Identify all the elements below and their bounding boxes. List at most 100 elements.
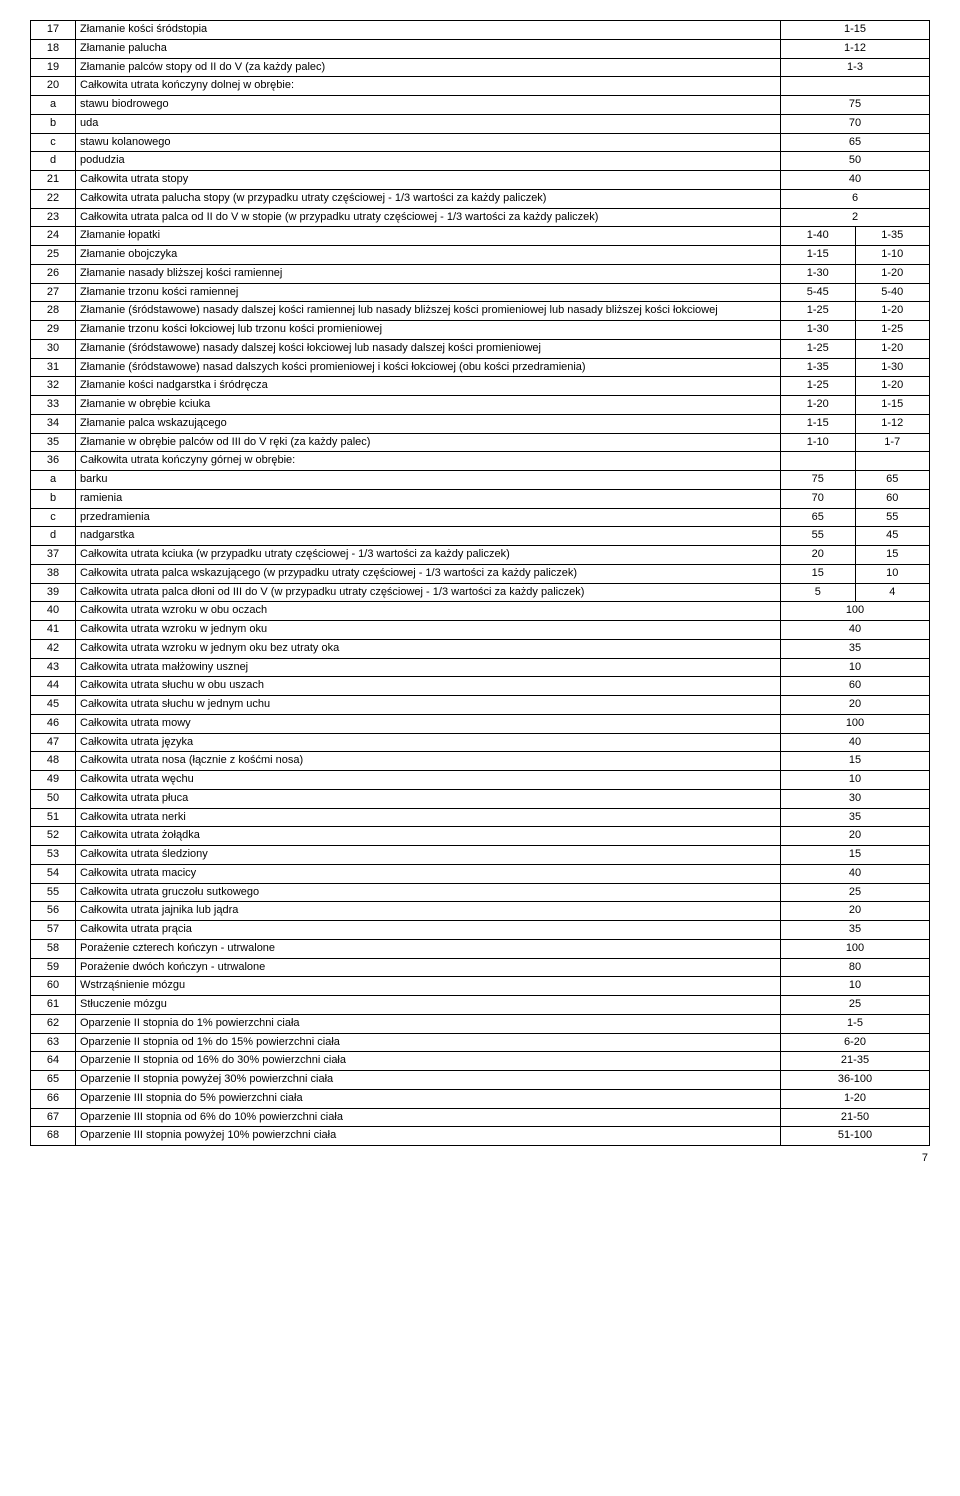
row-number: 26 bbox=[31, 264, 76, 283]
row-value-2: 1-25 bbox=[855, 321, 930, 340]
row-description: Całkowita utrata kończyny górnej w obręb… bbox=[76, 452, 781, 471]
row-number: 56 bbox=[31, 902, 76, 921]
row-value-1 bbox=[781, 452, 856, 471]
table-row: cprzedramienia6555 bbox=[31, 508, 930, 527]
row-number: 43 bbox=[31, 658, 76, 677]
row-number: 47 bbox=[31, 733, 76, 752]
table-row: 21Całkowita utrata stopy40 bbox=[31, 171, 930, 190]
table-row: 65Oparzenie II stopnia powyżej 30% powie… bbox=[31, 1071, 930, 1090]
row-number: c bbox=[31, 508, 76, 527]
row-value-1: 1-40 bbox=[781, 227, 856, 246]
row-value: 15 bbox=[781, 846, 930, 865]
row-value: 60 bbox=[781, 677, 930, 696]
table-row: 52Całkowita utrata żołądka20 bbox=[31, 827, 930, 846]
row-number: 64 bbox=[31, 1052, 76, 1071]
row-number: 37 bbox=[31, 546, 76, 565]
row-value: 40 bbox=[781, 621, 930, 640]
row-value: 25 bbox=[781, 883, 930, 902]
row-description: Całkowita utrata palca dłoni od III do V… bbox=[76, 583, 781, 602]
row-number: 38 bbox=[31, 564, 76, 583]
row-description: Porażenie dwóch kończyn - utrwalone bbox=[76, 958, 781, 977]
row-value-2: 1-20 bbox=[855, 264, 930, 283]
table-row: 45Całkowita utrata słuchu w jednym uchu2… bbox=[31, 696, 930, 715]
row-description: Całkowita utrata palucha stopy (w przypa… bbox=[76, 189, 781, 208]
table-row: 59Porażenie dwóch kończyn - utrwalone80 bbox=[31, 958, 930, 977]
table-row: 57Całkowita utrata prącia35 bbox=[31, 921, 930, 940]
row-description: Całkowita utrata jajnika lub jądra bbox=[76, 902, 781, 921]
row-number: b bbox=[31, 114, 76, 133]
row-description: Całkowita utrata kciuka (w przypadku utr… bbox=[76, 546, 781, 565]
row-number: 29 bbox=[31, 321, 76, 340]
table-row: 28Złamanie (śródstawowe) nasady dalszej … bbox=[31, 302, 930, 321]
row-description: Całkowita utrata wzroku w jednym oku bbox=[76, 621, 781, 640]
row-description: Oparzenie III stopnia do 5% powierzchni … bbox=[76, 1089, 781, 1108]
row-description: Złamanie trzonu kości ramiennej bbox=[76, 283, 781, 302]
row-description: podudzia bbox=[76, 152, 781, 171]
table-row: 40Całkowita utrata wzroku w obu oczach10… bbox=[31, 602, 930, 621]
row-number: 30 bbox=[31, 339, 76, 358]
row-value: 1-12 bbox=[781, 39, 930, 58]
table-row: 37Całkowita utrata kciuka (w przypadku u… bbox=[31, 546, 930, 565]
row-description: Całkowita utrata nerki bbox=[76, 808, 781, 827]
row-description: nadgarstka bbox=[76, 527, 781, 546]
row-value: 40 bbox=[781, 864, 930, 883]
row-number: 61 bbox=[31, 996, 76, 1015]
row-value: 100 bbox=[781, 714, 930, 733]
table-row: cstawu kolanowego65 bbox=[31, 133, 930, 152]
table-row: 32Złamanie kości nadgarstka i śródręcza1… bbox=[31, 377, 930, 396]
row-value-2: 1-10 bbox=[855, 246, 930, 265]
row-description: Całkowita utrata słuchu w jednym uchu bbox=[76, 696, 781, 715]
row-description: stawu kolanowego bbox=[76, 133, 781, 152]
row-description: Złamanie w obrębie kciuka bbox=[76, 396, 781, 415]
table-row: 56Całkowita utrata jajnika lub jądra20 bbox=[31, 902, 930, 921]
table-row: 36Całkowita utrata kończyny górnej w obr… bbox=[31, 452, 930, 471]
row-value: 40 bbox=[781, 733, 930, 752]
row-value: 10 bbox=[781, 658, 930, 677]
row-number: 27 bbox=[31, 283, 76, 302]
row-value-1: 55 bbox=[781, 527, 856, 546]
row-value-1: 1-20 bbox=[781, 396, 856, 415]
row-value-1: 70 bbox=[781, 489, 856, 508]
row-value-2: 5-40 bbox=[855, 283, 930, 302]
row-number: 23 bbox=[31, 208, 76, 227]
row-value bbox=[781, 77, 930, 96]
table-row: astawu biodrowego75 bbox=[31, 96, 930, 115]
row-value: 36-100 bbox=[781, 1071, 930, 1090]
table-row: 39Całkowita utrata palca dłoni od III do… bbox=[31, 583, 930, 602]
row-value-1: 1-10 bbox=[781, 433, 856, 452]
row-description: Całkowita utrata węchu bbox=[76, 771, 781, 790]
table-row: 49Całkowita utrata węchu10 bbox=[31, 771, 930, 790]
row-number: 25 bbox=[31, 246, 76, 265]
table-row: 47Całkowita utrata języka40 bbox=[31, 733, 930, 752]
row-description: Porażenie czterech kończyn - utrwalone bbox=[76, 939, 781, 958]
row-number: 51 bbox=[31, 808, 76, 827]
row-description: Całkowita utrata stopy bbox=[76, 171, 781, 190]
row-number: 20 bbox=[31, 77, 76, 96]
row-description: przedramienia bbox=[76, 508, 781, 527]
row-number: 68 bbox=[31, 1127, 76, 1146]
row-value: 2 bbox=[781, 208, 930, 227]
row-value-1: 15 bbox=[781, 564, 856, 583]
table-row: bramienia7060 bbox=[31, 489, 930, 508]
row-number: 62 bbox=[31, 1014, 76, 1033]
row-value-1: 5-45 bbox=[781, 283, 856, 302]
row-value: 40 bbox=[781, 171, 930, 190]
page-number: 7 bbox=[30, 1152, 930, 1164]
row-value-2: 1-20 bbox=[855, 339, 930, 358]
table-row: 66Oparzenie III stopnia do 5% powierzchn… bbox=[31, 1089, 930, 1108]
table-row: 25Złamanie obojczyka1-151-10 bbox=[31, 246, 930, 265]
row-description: Oparzenie II stopnia od 1% do 15% powier… bbox=[76, 1033, 781, 1052]
row-number: 39 bbox=[31, 583, 76, 602]
table-row: 42Całkowita utrata wzroku w jednym oku b… bbox=[31, 639, 930, 658]
row-value: 21-35 bbox=[781, 1052, 930, 1071]
row-description: Całkowita utrata żołądka bbox=[76, 827, 781, 846]
row-number: c bbox=[31, 133, 76, 152]
table-row: abarku7565 bbox=[31, 471, 930, 490]
table-row: 30Złamanie (śródstawowe) nasady dalszej … bbox=[31, 339, 930, 358]
row-number: 35 bbox=[31, 433, 76, 452]
row-number: 53 bbox=[31, 846, 76, 865]
table-row: 63Oparzenie II stopnia od 1% do 15% powi… bbox=[31, 1033, 930, 1052]
row-number: 54 bbox=[31, 864, 76, 883]
row-description: Stłuczenie mózgu bbox=[76, 996, 781, 1015]
row-description: Złamanie obojczyka bbox=[76, 246, 781, 265]
